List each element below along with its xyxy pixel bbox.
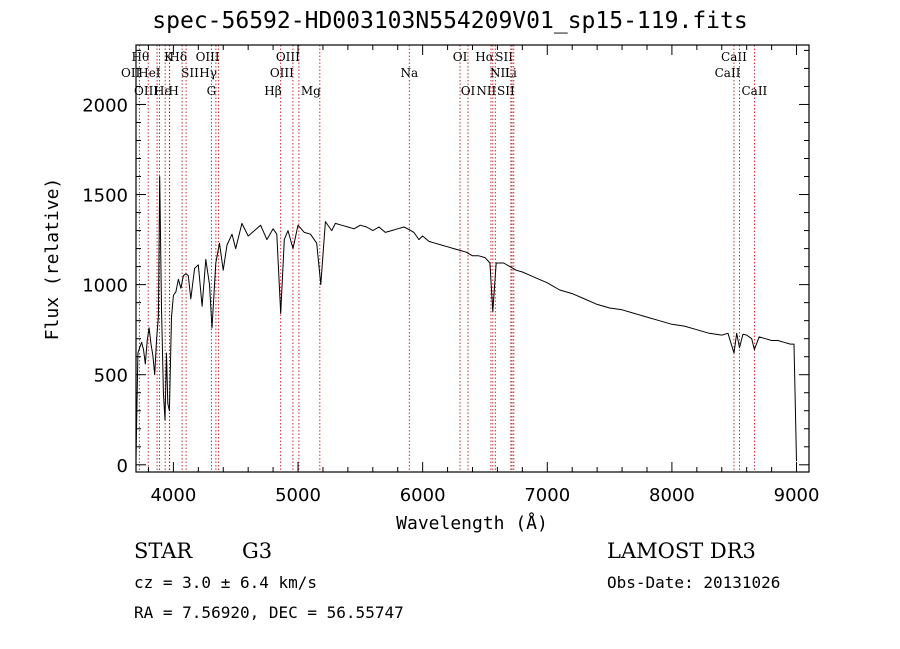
spectral-line-label: Hα — [475, 50, 494, 64]
y-tick-label: 2000 — [82, 95, 128, 116]
x-axis-label: Wavelength (Å) — [396, 512, 548, 534]
spectral-line-label: HeI — [138, 66, 161, 80]
spectral-line-label: OIII — [196, 50, 220, 64]
spectral-line-label: Hβ — [264, 84, 281, 98]
chart-title: spec-56592-HD003103N554209V01_sp15-119.f… — [152, 8, 748, 34]
spectral-line-label: OIII — [270, 66, 294, 80]
y-tick-label: 500 — [94, 366, 128, 387]
x-tick-label: 7000 — [524, 485, 570, 506]
spectral-line-label: OI — [453, 50, 468, 64]
spectral-line-label: Na — [400, 66, 418, 80]
subclass: G3 — [242, 539, 273, 563]
obs-date: Obs-Date: 20131026 — [607, 573, 781, 592]
flux-series-line — [135, 176, 797, 462]
spectral-line-label: SII — [495, 50, 513, 64]
x-tick-label: 9000 — [774, 485, 820, 506]
coordinates: RA = 7.56920, DEC = 56.55747 — [134, 603, 404, 622]
spectral-line-label: OIII — [134, 84, 158, 98]
spectral-line-label: G — [207, 84, 217, 98]
spectral-line-label: Hθ — [132, 50, 150, 64]
survey-name: LAMOST DR3 — [607, 539, 756, 563]
spectral-line-label: Hε — [154, 84, 171, 98]
y-tick-label: 1500 — [82, 186, 128, 207]
spectral-line-label: OIII — [276, 50, 300, 64]
x-tick-label: 5000 — [275, 485, 321, 506]
spectral-line-label: Mg — [301, 84, 321, 98]
spectral-line-label: CaII — [741, 84, 767, 98]
spectral-line-label: H — [168, 84, 178, 98]
spectral-line-label: Hδ — [169, 50, 187, 64]
x-tick-label: 8000 — [649, 485, 695, 506]
y-tick-label: 0 — [117, 456, 128, 477]
spectral-line-label: OI — [461, 84, 476, 98]
spectral-line-label: SII — [497, 84, 515, 98]
plot-frame — [135, 44, 810, 473]
x-tick-label: 4000 — [150, 485, 196, 506]
spectral-line-label: Li — [505, 66, 517, 80]
redshift-value: cz = 3.0 ± 6.4 km/s — [134, 573, 318, 592]
spectral-line-label: Hγ — [199, 66, 217, 80]
x-tick-label: 6000 — [400, 485, 446, 506]
y-tick-label: 1000 — [82, 276, 128, 297]
y-axis-label: Flux (relative) — [42, 178, 63, 341]
object-class: STAR — [134, 539, 193, 563]
spectral-line-label: CaII — [715, 66, 741, 80]
spectral-line-label: CaII — [721, 50, 747, 64]
spectral-line-label: SII — [181, 66, 199, 80]
spectral-line-label: NII — [476, 84, 496, 98]
